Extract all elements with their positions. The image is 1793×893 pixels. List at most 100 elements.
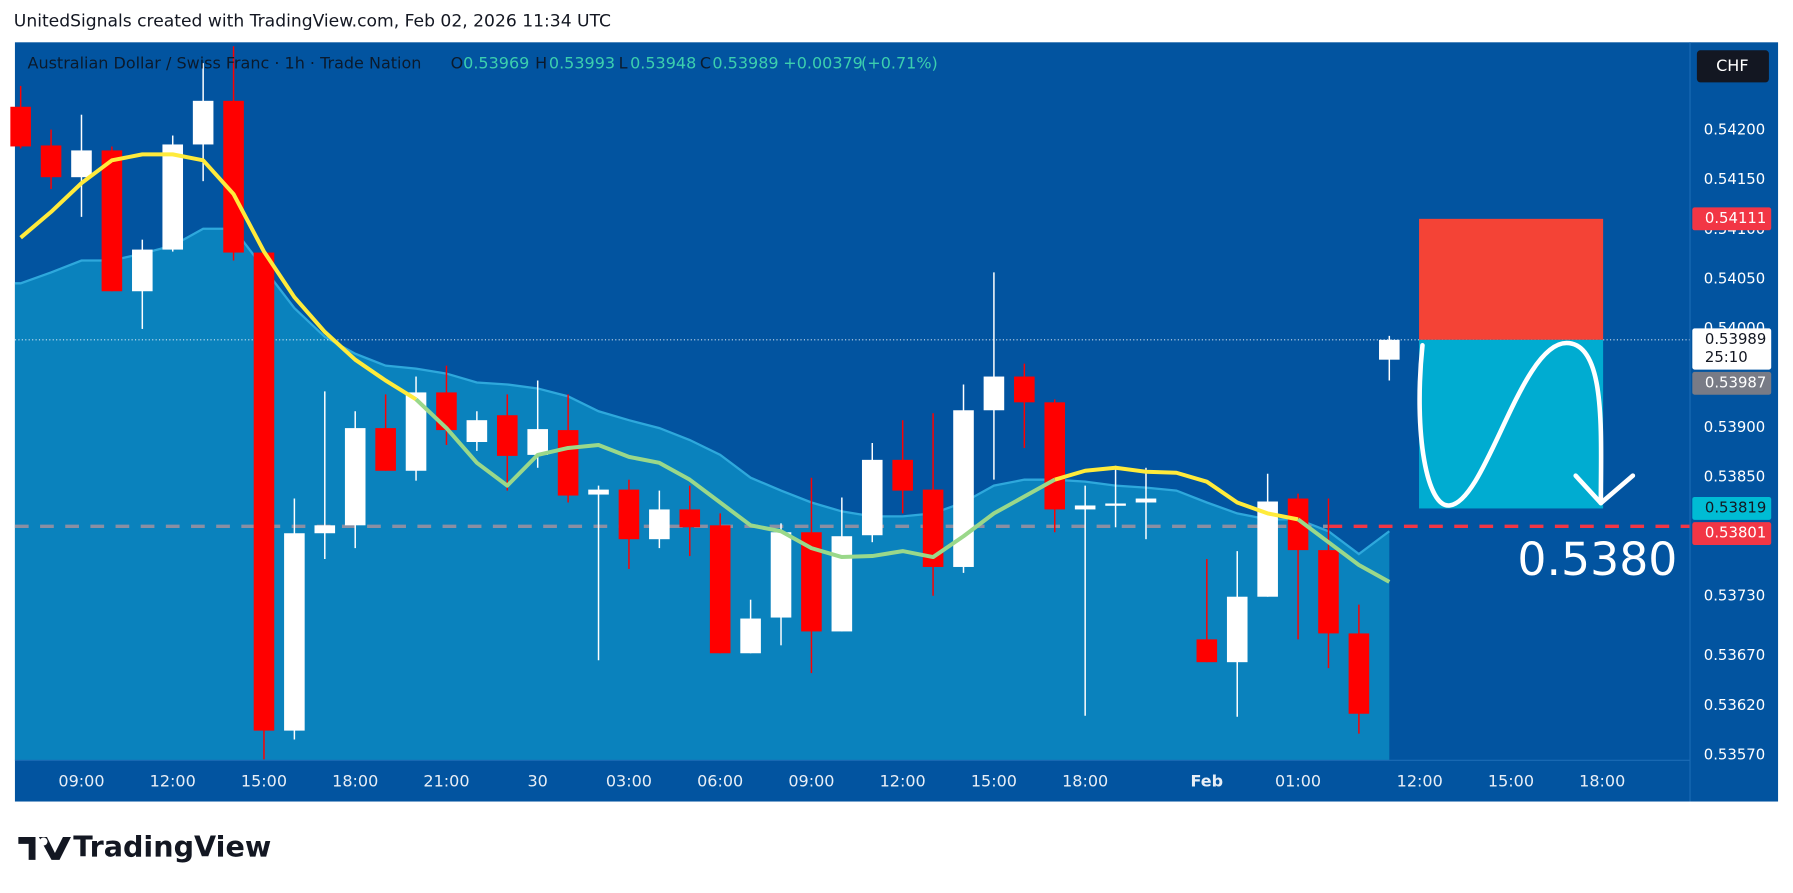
candle-body <box>557 430 579 496</box>
currency-button[interactable] <box>1696 50 1769 83</box>
candle-body <box>618 489 640 540</box>
y-tick-label: 0.53670 <box>1704 646 1765 664</box>
x-tick-label: 12:00 <box>880 772 926 791</box>
header: UnitedSignals created with TradingView.c… <box>14 12 611 32</box>
price-label: 0.53801 <box>1705 524 1766 542</box>
candle-body <box>466 420 488 442</box>
candle-body <box>740 618 761 654</box>
candle-body <box>770 532 792 618</box>
candle-body <box>101 150 123 292</box>
legend-value: 0.53948 <box>630 54 696 73</box>
x-tick-label: 01:00 <box>1275 772 1321 791</box>
target-zone <box>1419 339 1604 509</box>
legend-letter: H <box>535 54 547 73</box>
stop-zone <box>1419 218 1604 340</box>
legend-value: 0.53969 <box>463 54 529 73</box>
x-tick-label: 03:00 <box>606 772 652 791</box>
candle-body <box>953 410 974 567</box>
candle-body <box>10 106 31 147</box>
footer-brand: TradingView <box>73 829 271 863</box>
price-label: 0.53989 <box>1705 330 1766 348</box>
drawn-arrow <box>1417 340 1604 508</box>
logo-mark <box>18 836 71 860</box>
legend-value: 0.53989 <box>712 54 778 73</box>
x-tick-label: 09:00 <box>58 772 104 791</box>
candle-body <box>132 249 153 292</box>
price-label-box <box>1692 497 1772 520</box>
arrow-head <box>1573 473 1636 506</box>
x-tick-label: 21:00 <box>423 772 469 791</box>
price-label: 0.53987 <box>1705 373 1766 391</box>
candle-body <box>1348 633 1370 714</box>
candle-body <box>1074 505 1096 510</box>
candle-body <box>1135 498 1157 503</box>
candle-body <box>527 429 548 455</box>
countdown: 25:10 <box>1705 348 1748 366</box>
candle-body <box>1379 339 1400 360</box>
x-tick-label: 18:00 <box>332 772 378 791</box>
candle-body <box>1105 503 1126 506</box>
candle-body <box>375 428 396 471</box>
candle-body <box>253 252 275 731</box>
candle-body <box>1287 498 1309 551</box>
candle-body <box>801 532 822 632</box>
moving-average <box>414 397 1391 584</box>
candle-body <box>192 100 214 145</box>
symbol-title: Australian Dollar / Swiss Franc · 1h · T… <box>28 54 422 73</box>
price-label: 0.54111 <box>1705 209 1766 227</box>
x-tick-label: Feb <box>1191 772 1224 791</box>
footer-logo <box>18 836 71 860</box>
currency-label[interactable]: CHF <box>1716 56 1748 75</box>
candle-body <box>861 459 883 536</box>
x-tick-label: 06:00 <box>697 772 743 791</box>
candle-body <box>162 144 184 250</box>
candle-body <box>983 376 1005 411</box>
candle-body <box>1044 402 1066 510</box>
moving-average <box>19 152 1299 522</box>
candle-body <box>709 525 731 654</box>
annotation: 0.5380 <box>1517 533 1677 586</box>
x-tick-label: 15:00 <box>241 772 287 791</box>
candle-body <box>40 145 62 178</box>
price-label-box <box>1692 328 1772 370</box>
legend-letter: L <box>619 54 628 73</box>
legend-change-pct: (+0.71%) <box>861 54 938 73</box>
candle-body <box>679 509 701 528</box>
x-tick-label: 18:00 <box>1062 772 1108 791</box>
candle-body <box>405 392 427 471</box>
y-tick-label: 0.54050 <box>1704 269 1765 287</box>
legend-letter: O <box>451 54 464 73</box>
candle-body <box>1318 550 1339 634</box>
candle-body <box>1257 501 1278 597</box>
x-tick-label: 15:00 <box>1488 772 1534 791</box>
x-tick-label: 09:00 <box>788 772 834 791</box>
y-tick-label: 0.53620 <box>1704 696 1765 714</box>
x-tick-label: 18:00 <box>1579 772 1625 791</box>
x-tick-label: 30 <box>528 772 548 791</box>
candle-body <box>649 509 670 540</box>
candle-body <box>831 536 853 632</box>
legend-change: +0.00379 <box>783 54 863 73</box>
legend-value: 0.53993 <box>549 54 615 73</box>
price-label: 0.53819 <box>1705 498 1766 516</box>
candle-body <box>223 100 244 253</box>
candle-body <box>314 525 336 534</box>
candle-body <box>892 459 913 491</box>
candle-body <box>496 415 518 456</box>
candle-body <box>436 392 457 431</box>
candle-body <box>1014 376 1035 403</box>
x-tick-label: 12:00 <box>150 772 196 791</box>
y-tick-label: 0.54200 <box>1704 121 1765 139</box>
x-tick-label: 12:00 <box>1397 772 1443 791</box>
price-label-box <box>1692 522 1772 546</box>
candle-body <box>1226 596 1248 663</box>
candle-body <box>922 489 944 567</box>
y-tick-label: 0.53900 <box>1704 418 1765 436</box>
candle-body <box>588 489 609 495</box>
legend-letter: C <box>700 54 711 73</box>
price-label-box <box>1692 207 1772 231</box>
x-tick-label: 15:00 <box>971 772 1017 791</box>
y-tick-label: 0.53850 <box>1704 468 1765 486</box>
y-tick-label: 0.53730 <box>1704 587 1765 605</box>
logo-dot <box>39 837 48 846</box>
